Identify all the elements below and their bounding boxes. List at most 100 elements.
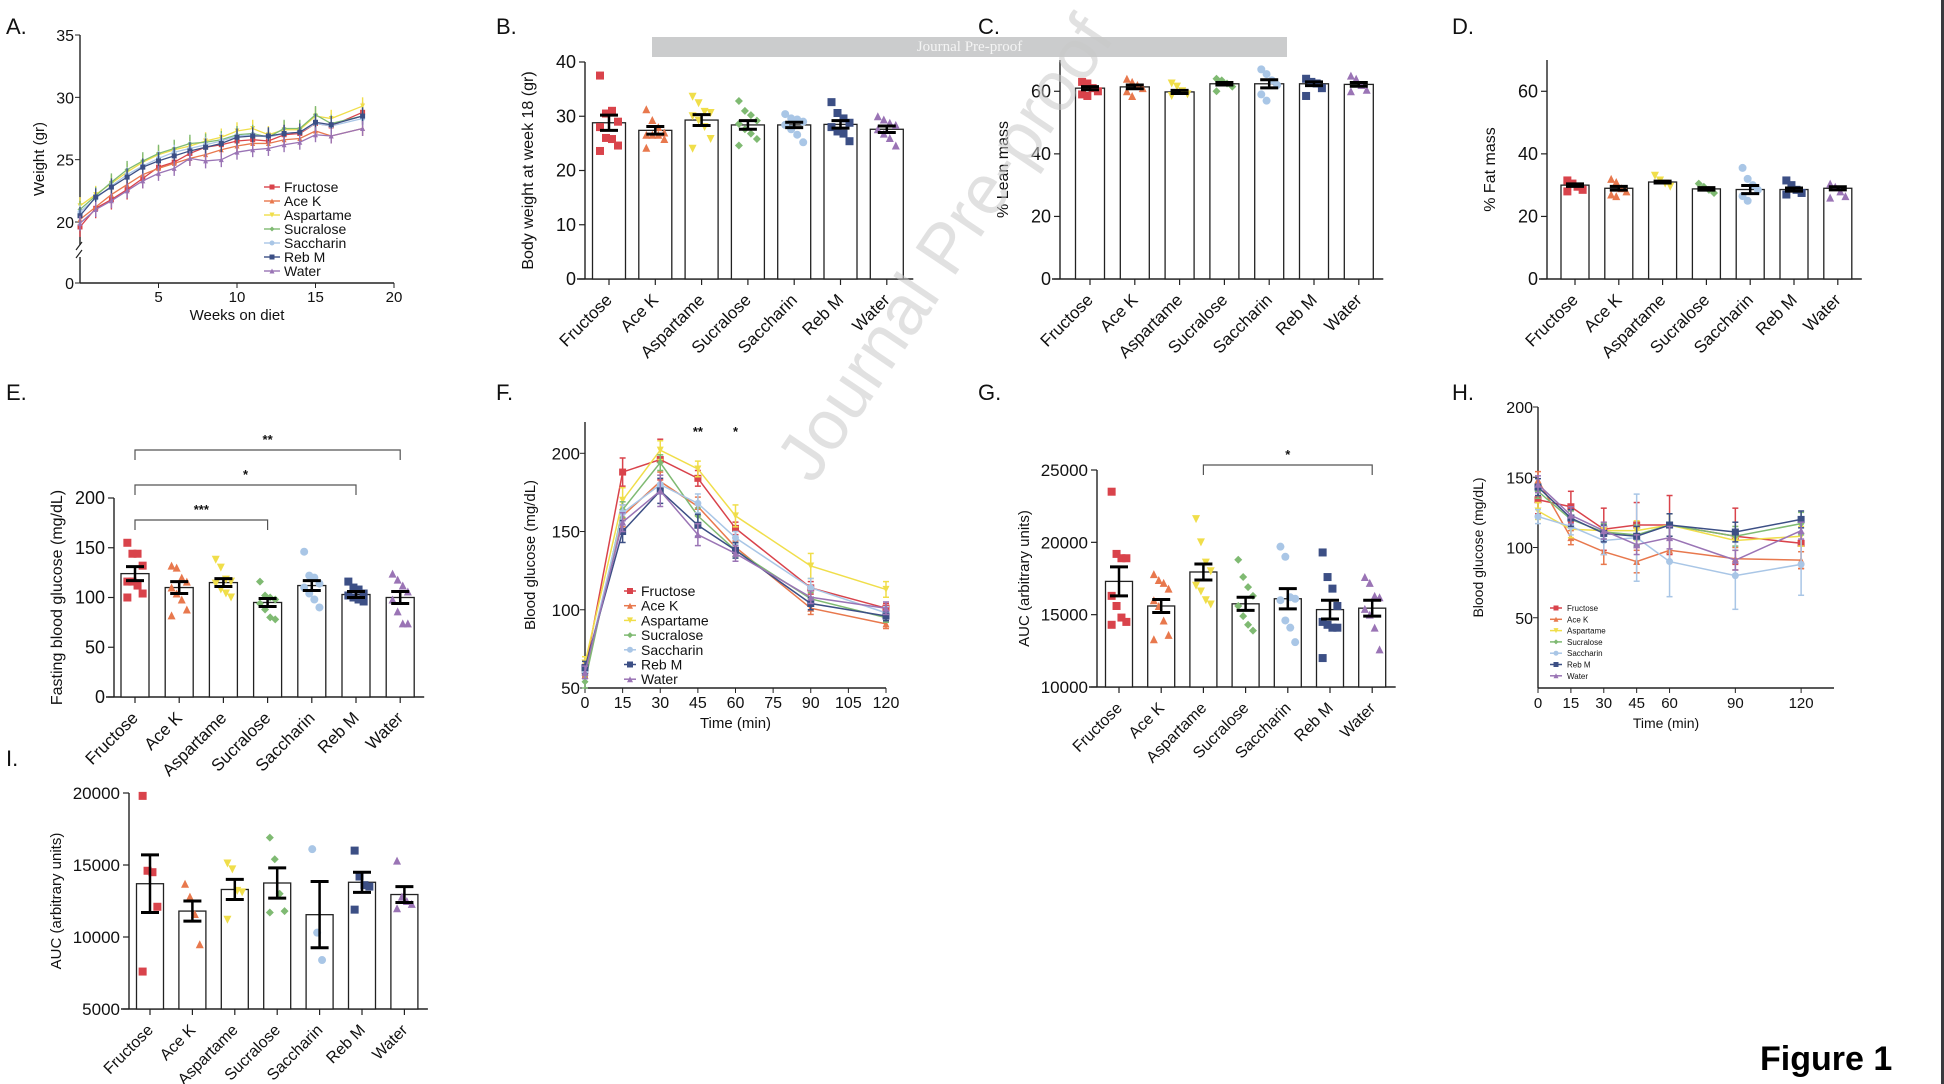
data-point [688,144,697,153]
legend-item-fructose: Fructose [264,179,339,195]
data-point [1346,71,1355,80]
x-tick-label: Water [1337,699,1379,741]
data-point [1323,620,1332,629]
data-point [124,188,130,194]
legend-label: Sucralose [1567,638,1603,647]
data-point [211,555,220,564]
data-point [694,465,702,473]
significance-bracket [134,484,357,495]
data-point [156,158,161,164]
y-tick-label: 200 [75,488,105,508]
data-point [218,157,224,163]
bar [1104,580,1134,688]
x-tick-label: 60 [727,695,745,712]
data-point [203,158,209,164]
panel-e: E. 0 50 100 150 200 Fasting blood glucose (mg/… [6,380,425,780]
data-point [403,619,412,628]
x-tick-label: 15 [307,289,324,306]
series-line [79,113,363,211]
y-tick-label: 10000 [73,928,120,947]
x-tick-label: Fructose [556,290,616,350]
bar-group-ace-k: Ace K [617,105,673,336]
data-point [1117,613,1126,622]
data-point [694,531,702,539]
data-point [732,549,739,557]
data-point [167,611,176,620]
x-tick-label: 120 [1789,695,1814,712]
legend: Fructose Ace K Aspartame Sucralose Saccharin… [1550,604,1606,681]
legend-marker [627,588,633,594]
data-point [581,668,589,676]
y-tick-label: 0 [566,269,576,289]
data-point [308,845,317,854]
y-axis-label: Weight (gr) [31,122,48,196]
bar [164,586,194,698]
x-tick-label: Water [362,708,407,753]
data-point [123,593,132,602]
data-point [398,581,407,590]
data-point [1318,548,1327,557]
data-point [700,107,709,116]
legend-label: Fructose [1567,604,1599,613]
data-point [227,593,236,602]
legend-label: Fructose [284,179,339,195]
data-point [360,103,366,109]
data-point [1262,96,1271,105]
legend-label: Reb M [1567,661,1591,670]
data-point [1196,538,1205,547]
data-point [1375,645,1384,654]
data-point [211,579,220,588]
data-point [1534,480,1542,488]
data-point [223,859,232,868]
legend-marker [269,184,275,190]
bar-group-fructose: Fructose [1522,176,1590,351]
legend-label: Reb M [641,657,682,673]
data-point [1563,176,1572,185]
y-tick-label: 60 [1031,81,1051,101]
data-point [138,589,147,598]
data-point [354,585,363,594]
figure-title: Figure 1 [1760,1040,1893,1078]
legend-item-fructose: Fructose [624,583,696,599]
data-point [827,98,836,107]
data-point [1122,554,1131,563]
y-tick-label: 100 [75,588,105,608]
legend-marker [627,646,633,653]
data-point [1291,638,1300,647]
data-point [1239,612,1248,621]
data-point [1362,85,1371,94]
bar [730,124,766,280]
bar [385,596,415,698]
data-point [608,106,616,115]
legend-marker [627,617,633,624]
bar [208,581,239,698]
bar [1074,87,1106,280]
data-point [140,178,146,184]
data-point [265,133,271,139]
data-point [1262,70,1271,79]
x-tick-label: Fructose [82,708,142,768]
legend-marker [627,661,633,668]
y-tick-label: 20 [56,215,74,232]
x-tick-label: Water [849,290,894,335]
y-tick-label: 0 [95,687,105,707]
data-point [1360,604,1369,613]
y-axis-label: AUC (arbitrary units) [48,833,65,970]
data-point [1286,623,1295,632]
data-point [1607,174,1616,183]
data-point [1333,623,1342,632]
data-point [882,585,890,593]
data-point [153,902,162,911]
data-point [706,108,715,117]
y-tick-label: 0 [1528,269,1538,289]
series-line [79,127,363,224]
data-point [1370,623,1379,632]
data-point [234,134,240,140]
y-tick-label: 40 [556,52,576,72]
legend-item-water: Water [1550,672,1588,681]
x-tick-label: Reb M [314,708,363,757]
data-point [596,123,604,132]
data-point [203,144,209,150]
data-point [694,499,702,507]
